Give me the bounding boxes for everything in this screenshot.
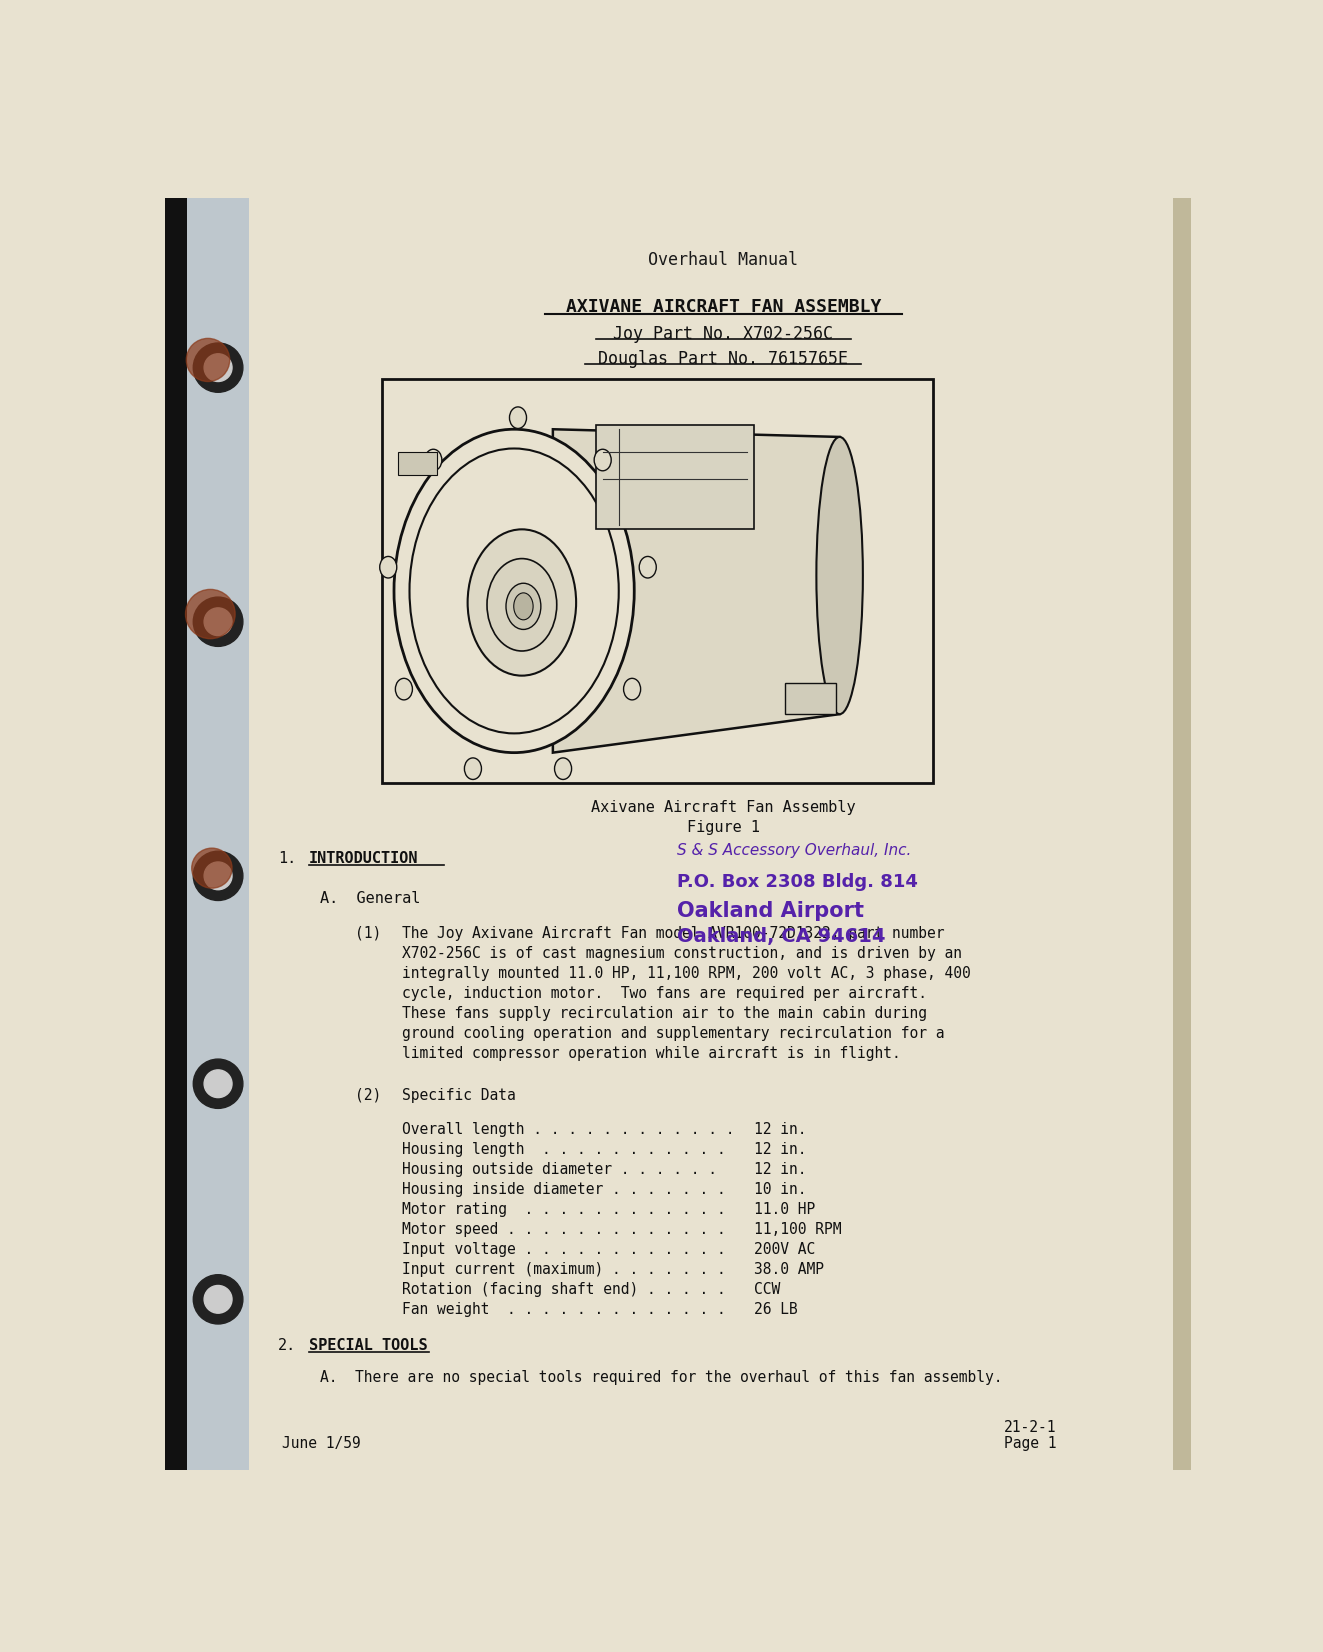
Text: A.  There are no special tools required for the overhaul of this fan assembly.: A. There are no special tools required f…	[320, 1370, 1003, 1384]
Text: Motor speed . . . . . . . . . . . . .: Motor speed . . . . . . . . . . . . .	[402, 1222, 725, 1237]
Ellipse shape	[554, 758, 572, 780]
Text: Overhaul Manual: Overhaul Manual	[648, 251, 798, 269]
Text: Page 1: Page 1	[1004, 1436, 1057, 1450]
Circle shape	[204, 608, 232, 636]
Text: S & S Accessory Overhaul, Inc.: S & S Accessory Overhaul, Inc.	[677, 844, 912, 859]
Ellipse shape	[505, 583, 541, 629]
Bar	[1174, 198, 1191, 1470]
Text: Douglas Part No. 7615765E: Douglas Part No. 7615765E	[598, 350, 848, 368]
Text: Specific Data: Specific Data	[402, 1087, 516, 1102]
Text: 11.0 HP: 11.0 HP	[754, 1203, 815, 1218]
Text: Motor rating  . . . . . . . . . . . .: Motor rating . . . . . . . . . . . .	[402, 1203, 725, 1218]
Ellipse shape	[394, 430, 634, 753]
Circle shape	[204, 354, 232, 382]
Text: (2): (2)	[356, 1087, 381, 1102]
Circle shape	[204, 1285, 232, 1313]
Bar	[382, 380, 933, 783]
Text: These fans supply recirculation air to the main cabin during: These fans supply recirculation air to t…	[402, 1006, 926, 1021]
Ellipse shape	[380, 557, 397, 578]
Bar	[398, 453, 437, 476]
Text: cycle, induction motor.  Two fans are required per aircraft.: cycle, induction motor. Two fans are req…	[402, 986, 926, 1001]
Text: X702-256C is of cast magnesium construction, and is driven by an: X702-256C is of cast magnesium construct…	[402, 947, 962, 961]
Circle shape	[193, 596, 243, 646]
Circle shape	[204, 862, 232, 890]
Text: INTRODUCTION: INTRODUCTION	[308, 851, 418, 866]
Ellipse shape	[396, 679, 413, 700]
Text: 11,100 RPM: 11,100 RPM	[754, 1222, 841, 1237]
Text: SPECIAL TOOLS: SPECIAL TOOLS	[308, 1338, 427, 1353]
Text: Oakland, CA 94614: Oakland, CA 94614	[677, 927, 885, 945]
Bar	[595, 426, 754, 529]
Text: Axivane Aircraft Fan Assembly: Axivane Aircraft Fan Assembly	[591, 800, 856, 816]
Text: Housing inside diameter . . . . . . .: Housing inside diameter . . . . . . .	[402, 1183, 725, 1198]
Ellipse shape	[639, 557, 656, 578]
Text: Input current (maximum) . . . . . . .: Input current (maximum) . . . . . . .	[402, 1262, 725, 1277]
Ellipse shape	[509, 406, 527, 428]
Text: A.  General: A. General	[320, 890, 421, 907]
Bar	[187, 198, 249, 1470]
Text: 12 in.: 12 in.	[754, 1163, 807, 1178]
Text: 26 LB: 26 LB	[754, 1302, 798, 1317]
Text: 12 in.: 12 in.	[754, 1142, 807, 1158]
Text: limited compressor operation while aircraft is in flight.: limited compressor operation while aircr…	[402, 1046, 901, 1061]
Text: 2.: 2.	[278, 1338, 296, 1353]
Text: Housing length  . . . . . . . . . . .: Housing length . . . . . . . . . . .	[402, 1142, 725, 1158]
Text: 21-2-1: 21-2-1	[1004, 1421, 1057, 1436]
Ellipse shape	[487, 558, 557, 651]
Text: P.O. Box 2308 Bldg. 814: P.O. Box 2308 Bldg. 814	[677, 872, 918, 890]
Ellipse shape	[623, 679, 640, 700]
Text: Figure 1: Figure 1	[687, 821, 759, 836]
Circle shape	[193, 344, 243, 392]
Circle shape	[193, 851, 243, 900]
Text: 1.: 1.	[278, 851, 296, 866]
Ellipse shape	[425, 449, 442, 471]
Text: The Joy Axivane Aircraft Fan model AVR100-72D1322, part number: The Joy Axivane Aircraft Fan model AVR10…	[402, 925, 945, 942]
Circle shape	[187, 339, 230, 382]
Circle shape	[185, 590, 235, 639]
Ellipse shape	[594, 449, 611, 471]
Text: (1): (1)	[356, 925, 381, 942]
Text: ground cooling operation and supplementary recirculation for a: ground cooling operation and supplementa…	[402, 1026, 945, 1041]
Ellipse shape	[464, 758, 482, 780]
Text: Input voltage . . . . . . . . . . . .: Input voltage . . . . . . . . . . . .	[402, 1242, 725, 1257]
Text: Oakland Airport: Oakland Airport	[677, 902, 864, 922]
Text: 38.0 AMP: 38.0 AMP	[754, 1262, 824, 1277]
Text: Fan weight  . . . . . . . . . . . . .: Fan weight . . . . . . . . . . . . .	[402, 1302, 725, 1317]
Text: Joy Part No. X702-256C: Joy Part No. X702-256C	[614, 325, 833, 344]
Ellipse shape	[513, 593, 533, 620]
Ellipse shape	[467, 529, 576, 676]
Text: Overall length . . . . . . . . . . . .: Overall length . . . . . . . . . . . .	[402, 1122, 734, 1137]
Circle shape	[193, 1059, 243, 1108]
Bar	[165, 198, 187, 1470]
Text: June 1/59: June 1/59	[282, 1436, 360, 1450]
Circle shape	[193, 1275, 243, 1323]
Ellipse shape	[816, 436, 863, 714]
Text: Rotation (facing shaft end) . . . . .: Rotation (facing shaft end) . . . . .	[402, 1282, 725, 1297]
Bar	[786, 684, 836, 714]
Text: Housing outside diameter . . . . . .: Housing outside diameter . . . . . .	[402, 1163, 717, 1178]
Polygon shape	[553, 430, 840, 753]
Circle shape	[204, 1070, 232, 1097]
Text: 10 in.: 10 in.	[754, 1183, 807, 1198]
Text: 200V AC: 200V AC	[754, 1242, 815, 1257]
Circle shape	[192, 847, 232, 889]
Text: CCW: CCW	[754, 1282, 781, 1297]
Text: 12 in.: 12 in.	[754, 1122, 807, 1137]
Text: AXIVANE AIRCRAFT FAN ASSEMBLY: AXIVANE AIRCRAFT FAN ASSEMBLY	[566, 299, 881, 316]
Text: integrally mounted 11.0 HP, 11,100 RPM, 200 volt AC, 3 phase, 400: integrally mounted 11.0 HP, 11,100 RPM, …	[402, 966, 971, 981]
